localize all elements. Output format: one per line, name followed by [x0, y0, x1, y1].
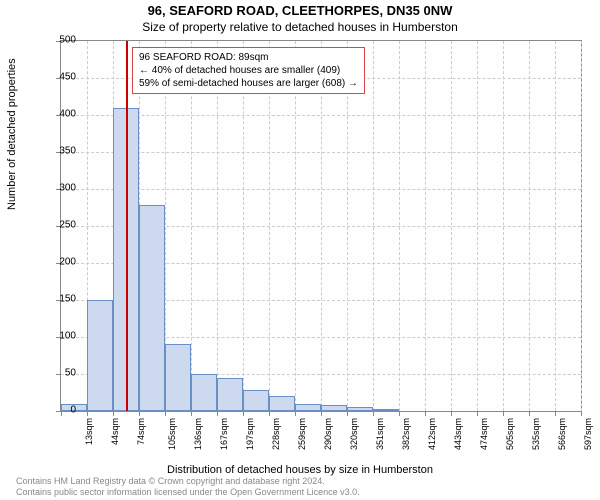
- histogram-bar: [347, 407, 373, 411]
- x-tick-label: 136sqm: [193, 418, 203, 450]
- gridline-vertical: [347, 41, 348, 411]
- x-tick-label: 382sqm: [401, 418, 411, 450]
- gridline-vertical: [295, 41, 296, 411]
- histogram-bar: [191, 374, 217, 411]
- y-tick-label: 150: [46, 294, 76, 305]
- x-tick-label: 535sqm: [531, 418, 541, 450]
- chart-title-sub: Size of property relative to detached ho…: [0, 20, 600, 34]
- x-tick: [321, 411, 322, 416]
- y-tick-label: 250: [46, 220, 76, 231]
- info-line-1: 96 SEAFORD ROAD: 89sqm: [139, 51, 358, 64]
- x-tick: [347, 411, 348, 416]
- x-tick: [529, 411, 530, 416]
- histogram-bar: [139, 205, 165, 411]
- gridline-vertical: [217, 41, 218, 411]
- y-tick-label: 200: [46, 257, 76, 268]
- gridline-vertical: [503, 41, 504, 411]
- x-tick-label: 351sqm: [375, 418, 385, 450]
- x-axis-label: Distribution of detached houses by size …: [0, 464, 600, 476]
- footer-attribution: Contains HM Land Registry data © Crown c…: [16, 476, 360, 498]
- gridline-vertical: [477, 41, 478, 411]
- property-marker-line: [126, 41, 128, 411]
- x-tick-label: 228sqm: [271, 418, 281, 450]
- x-tick: [191, 411, 192, 416]
- x-tick: [555, 411, 556, 416]
- x-tick-label: 474sqm: [479, 418, 489, 450]
- x-tick: [425, 411, 426, 416]
- gridline-vertical: [555, 41, 556, 411]
- histogram-bar: [321, 405, 347, 411]
- histogram-bar: [87, 300, 113, 411]
- x-tick: [217, 411, 218, 416]
- y-tick-label: 400: [46, 109, 76, 120]
- x-tick-label: 13sqm: [84, 418, 94, 445]
- x-tick: [295, 411, 296, 416]
- gridline-vertical: [373, 41, 374, 411]
- gridline-vertical: [191, 41, 192, 411]
- gridline-vertical: [243, 41, 244, 411]
- x-tick: [581, 411, 582, 416]
- x-tick-label: 597sqm: [583, 418, 593, 450]
- x-tick: [139, 411, 140, 416]
- x-tick-label: 412sqm: [427, 418, 437, 450]
- x-tick-label: 259sqm: [297, 418, 307, 450]
- histogram-bar: [373, 409, 399, 411]
- chart-title-main: 96, SEAFORD ROAD, CLEETHORPES, DN35 0NW: [0, 3, 600, 18]
- x-tick: [165, 411, 166, 416]
- y-tick-label: 0: [46, 405, 76, 416]
- histogram-bar: [269, 396, 295, 411]
- y-tick-label: 500: [46, 35, 76, 46]
- x-tick: [399, 411, 400, 416]
- x-tick-label: 74sqm: [136, 418, 146, 445]
- footer-line-2: Contains public sector information licen…: [16, 487, 360, 498]
- info-line-2: ← 40% of detached houses are smaller (40…: [139, 64, 358, 77]
- y-axis-label: Number of detached properties: [6, 58, 18, 210]
- y-tick-label: 350: [46, 146, 76, 157]
- x-tick: [503, 411, 504, 416]
- x-tick-label: 105sqm: [167, 418, 177, 450]
- x-tick-label: 167sqm: [219, 418, 229, 450]
- gridline-vertical: [451, 41, 452, 411]
- y-tick-label: 50: [46, 368, 76, 379]
- x-tick: [451, 411, 452, 416]
- info-box: 96 SEAFORD ROAD: 89sqm ← 40% of detached…: [132, 47, 365, 94]
- y-tick-label: 100: [46, 331, 76, 342]
- histogram-bar: [165, 344, 191, 411]
- gridline-vertical: [581, 41, 582, 411]
- y-tick-label: 450: [46, 72, 76, 83]
- histogram-bar: [217, 378, 243, 411]
- gridline-vertical: [321, 41, 322, 411]
- x-tick: [269, 411, 270, 416]
- x-tick-label: 44sqm: [110, 418, 120, 445]
- x-tick: [113, 411, 114, 416]
- x-tick: [87, 411, 88, 416]
- x-tick-label: 197sqm: [245, 418, 255, 450]
- gridline-vertical: [529, 41, 530, 411]
- x-tick-label: 443sqm: [453, 418, 463, 450]
- footer-line-1: Contains HM Land Registry data © Crown c…: [16, 476, 360, 487]
- gridline-vertical: [399, 41, 400, 411]
- histogram-bar: [243, 390, 269, 411]
- gridline-vertical: [425, 41, 426, 411]
- y-tick-label: 300: [46, 183, 76, 194]
- x-tick-label: 566sqm: [557, 418, 567, 450]
- histogram-plot: 96 SEAFORD ROAD: 89sqm ← 40% of detached…: [60, 40, 582, 412]
- x-tick: [373, 411, 374, 416]
- x-tick-label: 320sqm: [349, 418, 359, 450]
- info-line-3: 59% of semi-detached houses are larger (…: [139, 77, 358, 90]
- x-tick-label: 290sqm: [323, 418, 333, 450]
- x-tick: [477, 411, 478, 416]
- x-tick: [243, 411, 244, 416]
- gridline-vertical: [269, 41, 270, 411]
- histogram-bar: [295, 404, 321, 411]
- x-tick-label: 505sqm: [505, 418, 515, 450]
